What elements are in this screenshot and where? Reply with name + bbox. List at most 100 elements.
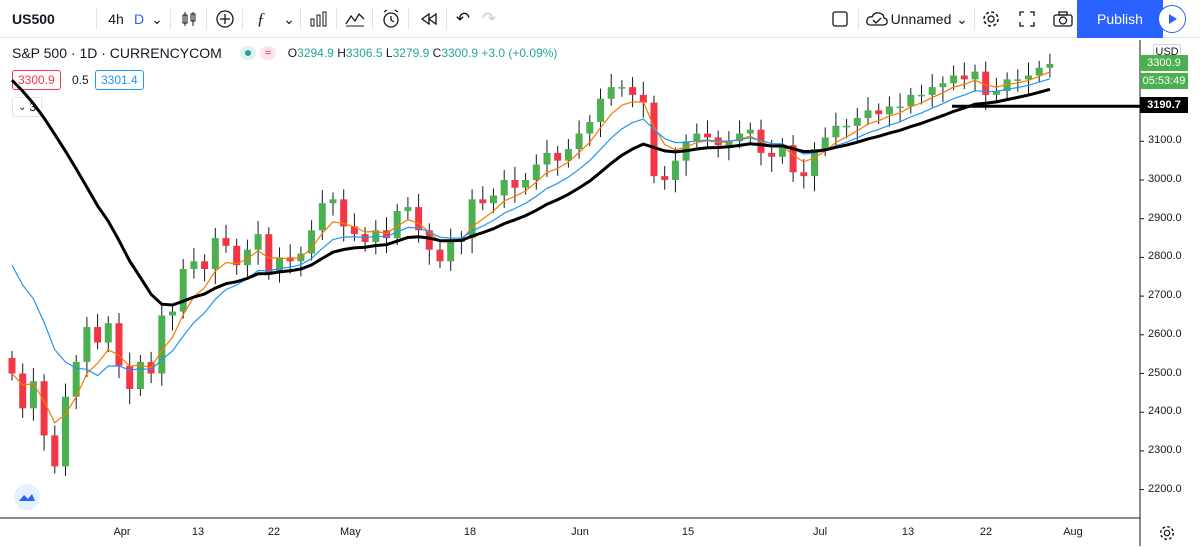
- candle-body: [179, 269, 187, 312]
- layout-dropdown[interactable]: ⌄: [954, 0, 970, 38]
- publish-options-button[interactable]: [1158, 5, 1186, 33]
- date-tick-label: 15: [681, 526, 695, 538]
- replay-button[interactable]: [416, 0, 442, 38]
- candle-body: [500, 180, 508, 196]
- candle-body: [522, 180, 530, 188]
- candle-body: [618, 87, 626, 89]
- countdown-tag: 05:53:49: [1140, 73, 1188, 89]
- templates-button[interactable]: [342, 0, 368, 38]
- gear-icon: [1159, 525, 1175, 541]
- divider: [96, 8, 97, 30]
- ema-fast-line: [11, 71, 1051, 424]
- axis-settings-button[interactable]: [1158, 524, 1176, 547]
- redo-button[interactable]: ↷: [478, 0, 500, 38]
- candle-body: [543, 152, 551, 165]
- candle-body: [243, 249, 251, 266]
- candle-body: [992, 90, 1000, 95]
- candle-body: [211, 238, 219, 270]
- undo-button[interactable]: ↶: [452, 0, 474, 38]
- candle-body: [158, 315, 166, 374]
- settings-button[interactable]: [978, 0, 1004, 38]
- candle-body: [468, 199, 476, 239]
- candle-body: [918, 94, 925, 97]
- candle-body: [693, 133, 701, 142]
- expand-icon: [1019, 11, 1035, 27]
- candle-body: [843, 125, 851, 128]
- price-tick-label: 2900.0: [1148, 211, 1182, 224]
- candle-body: [318, 203, 326, 231]
- candle-body: [768, 152, 776, 157]
- market-status-dot-icon: [239, 46, 256, 60]
- candle-body: [639, 94, 647, 103]
- candle-body: [29, 381, 37, 409]
- candle-body: [19, 373, 27, 409]
- cloud-check-icon: [866, 12, 888, 26]
- candle-body: [415, 207, 423, 231]
- indicators-dropdown[interactable]: ⌄: [280, 0, 298, 38]
- publish-button[interactable]: Publish: [1077, 0, 1163, 38]
- save-status[interactable]: [864, 0, 890, 38]
- fullscreen-select-button[interactable]: [828, 0, 852, 38]
- candle-body: [511, 180, 519, 188]
- sell-price-button[interactable]: 3300.9: [12, 70, 61, 90]
- candle-body: [629, 87, 637, 95]
- series-title[interactable]: S&P 500 · 1D · CURRENCYCOM: [12, 45, 222, 61]
- cloud-logo-icon: [19, 494, 35, 501]
- price-tick-label: 2500.0: [1148, 366, 1182, 379]
- candle-body: [104, 323, 112, 343]
- candle-body: [222, 238, 230, 246]
- financials-button[interactable]: [306, 0, 332, 38]
- alert-button[interactable]: [378, 0, 404, 38]
- candle-body: [169, 311, 176, 316]
- divider: [242, 8, 243, 30]
- symbol-search[interactable]: US500: [12, 11, 55, 27]
- candle-body: [704, 133, 711, 138]
- layout-name[interactable]: Unnamed: [890, 11, 952, 27]
- candle-body: [72, 361, 80, 397]
- candle-body: [425, 230, 433, 250]
- chart-type-button[interactable]: [176, 0, 202, 38]
- interval-day[interactable]: D: [133, 11, 145, 27]
- interval-dropdown[interactable]: ⌄: [148, 0, 166, 38]
- ema-slow-line: [10, 79, 1051, 307]
- candle-body: [811, 149, 818, 177]
- candle-body: [436, 249, 444, 262]
- date-tick-label: Apr: [113, 526, 131, 538]
- price-tick-label: 2700.0: [1148, 289, 1182, 302]
- candle-body: [725, 141, 733, 146]
- candle-body: [832, 125, 840, 138]
- candle-body: [650, 102, 658, 177]
- candle-body: [960, 75, 968, 80]
- tradingview-logo[interactable]: [14, 484, 40, 510]
- candle-body: [800, 172, 808, 177]
- candle-body: [661, 176, 669, 180]
- interval-4h[interactable]: 4h: [108, 11, 124, 27]
- candle-body: [490, 195, 497, 204]
- snapshot-button[interactable]: [1050, 0, 1076, 38]
- gear-icon: [983, 11, 999, 27]
- bar-chart-icon: [310, 11, 327, 27]
- candle-body: [532, 164, 540, 180]
- candle-body: [40, 381, 48, 436]
- candle-body: [393, 210, 401, 239]
- chevron-down-icon: ⌄: [283, 10, 295, 27]
- camera-icon: [1053, 11, 1073, 27]
- price-tick-label: 2800.0: [1148, 250, 1182, 263]
- divider: [206, 8, 207, 30]
- candle-body: [821, 137, 829, 150]
- price-tick-label: 2300.0: [1148, 443, 1182, 456]
- square-icon: [832, 11, 848, 27]
- redo-icon: ↷: [481, 9, 497, 28]
- candle-body: [671, 160, 679, 180]
- candle-body: [554, 152, 562, 161]
- ohlc-values: O3294.9 H3306.5 L3279.9 C3300.9 +3.0 (+0…: [287, 46, 558, 60]
- compare-button[interactable]: [212, 0, 238, 38]
- fullscreen-button[interactable]: [1014, 0, 1040, 38]
- date-tick-label: 13: [191, 526, 205, 538]
- candle-body: [308, 230, 316, 254]
- indicators-button[interactable]: ƒ: [250, 0, 272, 38]
- undo-icon: ↶: [455, 9, 471, 28]
- buy-price-button[interactable]: 3301.4: [95, 70, 144, 90]
- price-tick-label: 3100.0: [1148, 134, 1182, 147]
